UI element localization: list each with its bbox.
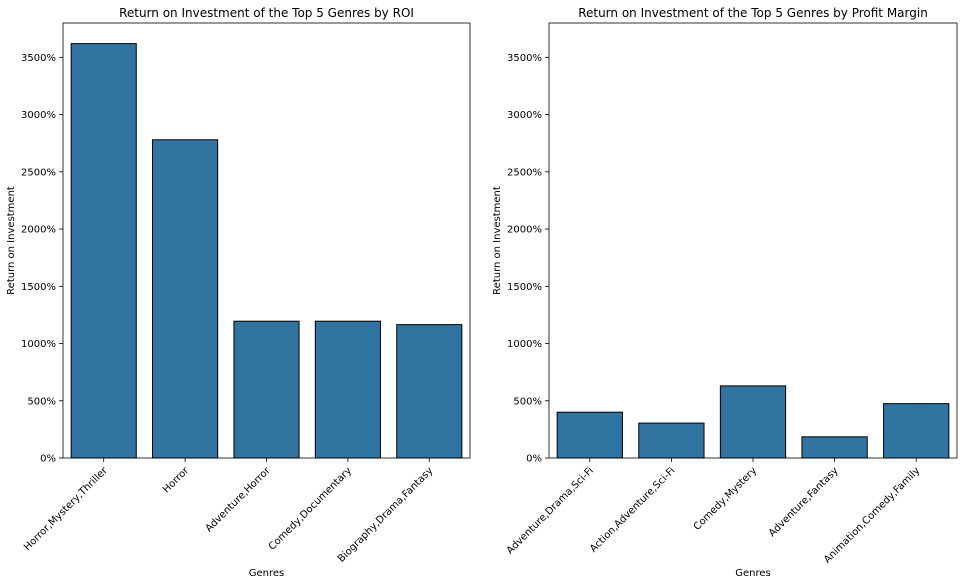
y-tick-label: 1500% [507,282,542,293]
bar [719,385,787,459]
y-tick-label: 2000% [21,225,56,236]
bar [233,320,300,459]
x-tick-label: Comedy,Documentary [267,465,354,552]
y-axis-label: Return on Investment [6,186,17,295]
bar [556,411,623,459]
x-axis-label: Genres [735,568,771,579]
y-tick-label: 3500% [507,53,542,64]
bar [70,43,137,459]
bar [638,422,705,459]
x-axis-label: Genres [249,568,285,579]
bar [801,436,868,459]
y-tick-label: 500% [513,396,542,407]
y-tick-label: 2500% [21,167,56,178]
y-tick-label: 500% [27,396,56,407]
y-axis-label: Return on Investment [492,186,503,295]
x-tick-label: Horror [161,465,192,496]
x-tick-label: Comedy,Mystery [692,465,759,532]
chart-2: Return on Investment of the Top 5 Genres… [492,6,958,579]
y-tick-label: 1000% [507,339,542,350]
x-tick-label: Horror,Mystery,Thriller [22,465,110,553]
bar [314,320,381,459]
chart-title: Return on Investment of the Top 5 Genres… [119,6,414,20]
chart-1: Return on Investment of the Top 5 Genres… [6,6,471,579]
chart-title: Return on Investment of the Top 5 Genres… [578,6,928,20]
y-tick-label: 3000% [21,110,56,121]
y-tick-label: 3500% [21,53,56,64]
bar [396,324,463,459]
y-tick-label: 0% [40,454,56,465]
x-tick-label: Action,Adventure,Sci-Fi [588,465,677,554]
bar [883,403,950,459]
x-tick-label: Biography,Drama,Fantasy [336,465,435,564]
y-tick-label: 3000% [507,110,542,121]
y-tick-label: 1000% [21,339,56,350]
x-tick-label: Adventure,Drama,Sci-Fi [505,465,596,556]
y-tick-label: 2500% [507,167,542,178]
y-tick-label: 1500% [21,282,56,293]
x-tick-label: Adventure,Fantasy [767,465,841,539]
x-tick-label: Adventure,Horror [204,465,274,535]
x-tick-label: Animation,Comedy,Family [822,465,922,565]
y-tick-label: 2000% [507,225,542,236]
y-tick-label: 0% [526,454,542,465]
bar [152,139,219,459]
